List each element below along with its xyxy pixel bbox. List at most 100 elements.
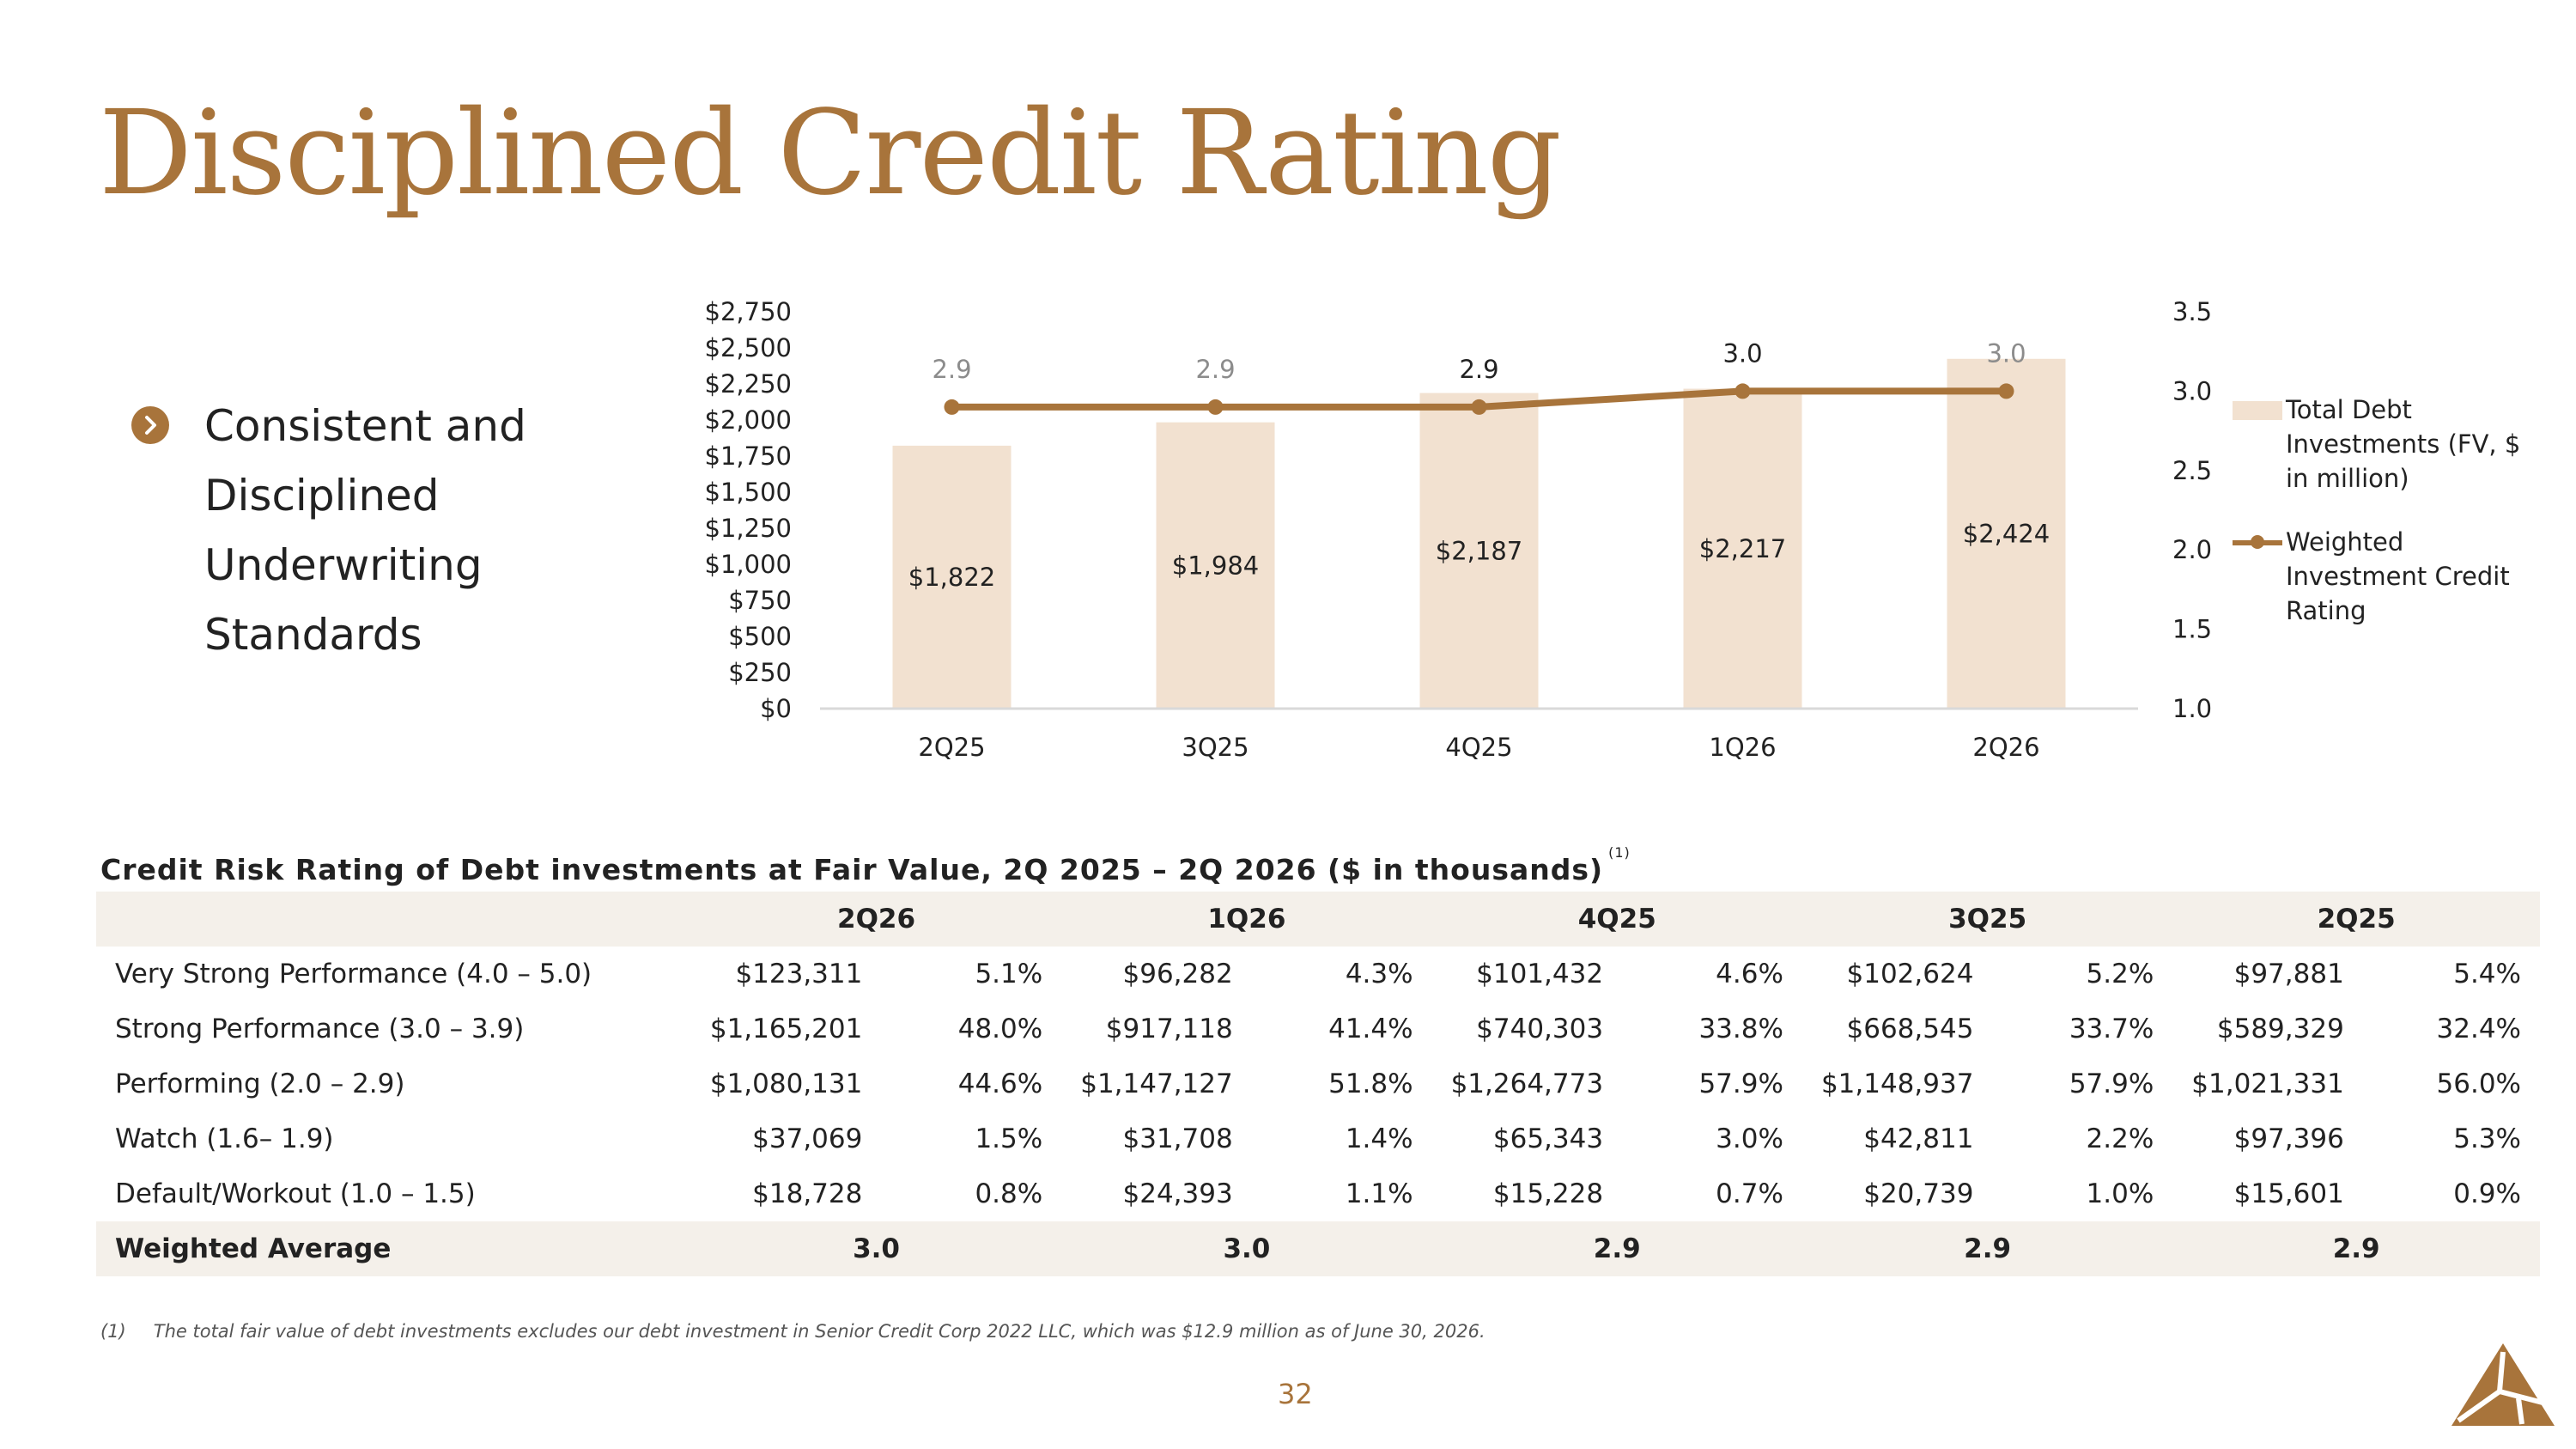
amount-cell: $917,118 <box>1105 1014 1233 1044</box>
footnote-number: (1) <box>100 1321 126 1342</box>
table-row: Very Strong Performance (4.0 – 5.0) $123,… <box>96 947 2540 1002</box>
chart-legend: Total Debt Investments (FV, $ in million… <box>2233 393 2542 657</box>
amount-cell: $1,021,331 <box>2191 1068 2344 1099</box>
amount-cell: $42,811 <box>1863 1123 1974 1154</box>
amount-cell: $1,148,937 <box>1820 1068 1974 1099</box>
percent-cell: 4.3% <box>1345 959 1413 989</box>
percent-cell: 32.4% <box>2436 1014 2521 1044</box>
bullet-line: Standards <box>204 610 422 660</box>
legend-item-weighted-rating: Weighted Investment Credit Rating <box>2233 525 2542 628</box>
x-tick-label: 1Q26 <box>1709 733 1776 762</box>
column-header: 4Q25 <box>1577 904 1656 935</box>
amount-cell: $15,601 <box>2233 1178 2344 1209</box>
y-right-tick-label: 1.5 <box>2172 615 2212 644</box>
table-title-text: Credit Risk Rating of Debt investments a… <box>100 853 1604 886</box>
table-title: Credit Risk Rating of Debt investments a… <box>100 844 1631 886</box>
percent-cell: 48.0% <box>957 1014 1043 1044</box>
bullet-line: Disciplined <box>204 471 440 521</box>
amount-cell: $96,282 <box>1122 959 1233 989</box>
percent-cell: 1.0% <box>2086 1178 2154 1209</box>
x-tick-label: 4Q25 <box>1445 733 1512 762</box>
percent-cell: 56.0% <box>2436 1068 2521 1099</box>
percent-cell: 1.1% <box>1345 1178 1413 1209</box>
bar-data-label: $2,187 <box>1436 536 1522 565</box>
amount-cell: $18,728 <box>752 1178 863 1209</box>
row-label: Very Strong Performance (4.0 – 5.0) <box>115 959 592 989</box>
amount-cell: $1,165,201 <box>709 1014 863 1044</box>
bullet-line: Underwriting <box>204 540 483 590</box>
amount-cell: $101,432 <box>1476 959 1604 989</box>
percent-cell: 3.0% <box>1716 1123 1783 1154</box>
percent-cell: 5.1% <box>975 959 1043 989</box>
combo-chart: $0 $250 $500 $750 $1,000 $1,250 $1,500 $1,750 $2… <box>705 297 2213 762</box>
percent-cell: 41.4% <box>1328 1014 1413 1044</box>
x-tick-label: 3Q25 <box>1182 733 1249 762</box>
percent-cell: 33.8% <box>1698 1014 1783 1044</box>
column-header: 1Q26 <box>1207 904 1286 935</box>
y-left-tick-label: $2,500 <box>705 333 792 362</box>
amount-cell: $1,264,773 <box>1450 1068 1604 1099</box>
amount-cell: $102,624 <box>1846 959 1974 989</box>
legend-label: Weighted Investment Credit Rating <box>2286 527 2510 625</box>
bullet-text: Consistent and Disciplined Underwriting … <box>204 392 574 670</box>
percent-cell: 51.8% <box>1328 1068 1413 1099</box>
rating-point <box>1998 383 2014 399</box>
amount-cell: $740,303 <box>1476 1014 1604 1044</box>
rating-point <box>944 399 960 415</box>
rating-point <box>1207 399 1224 415</box>
amount-cell: $97,881 <box>2233 959 2344 989</box>
percent-cell: 1.5% <box>975 1123 1043 1154</box>
table-row: Strong Performance (3.0 – 3.9) $1,165,201… <box>96 1002 2540 1056</box>
x-tick-label: 2Q26 <box>1972 733 2039 762</box>
footnote: (1) The total fair value of debt investme… <box>100 1321 1485 1342</box>
rating-data-label: 3.0 <box>1986 338 2026 368</box>
weighted-average-cell: 3.0 <box>1223 1233 1271 1264</box>
y-right-tick-label: 3.0 <box>2172 376 2212 405</box>
rating-point <box>1471 399 1487 415</box>
rating-data-label: 2.9 <box>1459 355 1498 384</box>
x-tick-label: 2Q25 <box>918 733 985 762</box>
legend-swatch-line <box>2233 535 2282 549</box>
legend-label: Total Debt Investments (FV, $ in million… <box>2286 395 2521 493</box>
y-right-tick-label: 2.5 <box>2172 456 2212 485</box>
row-label: Strong Performance (3.0 – 3.9) <box>115 1014 525 1044</box>
legend-item-total-debt: Total Debt Investments (FV, $ in million… <box>2233 393 2542 496</box>
weighted-average-cell: 2.9 <box>1964 1233 2012 1264</box>
amount-cell: $1,147,127 <box>1080 1068 1233 1099</box>
bar-2q26 <box>1947 358 2066 709</box>
y-left-tick-label: $750 <box>728 586 792 615</box>
percent-cell: 0.7% <box>1716 1178 1783 1209</box>
footnote-text: The total fair value of debt investments… <box>153 1321 1485 1342</box>
chevron-right-icon <box>131 406 169 444</box>
amount-cell: $123,311 <box>735 959 863 989</box>
y-left-tick-label: $1,000 <box>705 550 792 579</box>
bar-4q25 <box>1419 393 1539 709</box>
amount-cell: $668,545 <box>1846 1014 1974 1044</box>
bar-1q26 <box>1683 388 1802 709</box>
table-row: Default/Workout (1.0 – 1.5) $18,728 0.8% $2… <box>96 1166 2540 1221</box>
y-left-tick-label: $1,250 <box>705 514 792 543</box>
amount-cell: $1,080,131 <box>709 1068 863 1099</box>
amount-cell: $65,343 <box>1492 1123 1604 1154</box>
page-title: Disciplined Credit Rating <box>99 86 1562 222</box>
y-right-tick-label: 3.5 <box>2172 297 2212 326</box>
column-header: 2Q26 <box>837 904 916 935</box>
bar-data-label: $2,217 <box>1699 534 1786 563</box>
percent-cell: 4.6% <box>1716 959 1783 989</box>
percent-cell: 5.2% <box>2086 959 2154 989</box>
y-left-tick-label: $0 <box>760 694 792 723</box>
percent-cell: 5.3% <box>2453 1123 2521 1154</box>
percent-cell: 2.2% <box>2086 1123 2154 1154</box>
y-right-tick-label: 1.0 <box>2172 694 2212 723</box>
table-row: Performing (2.0 – 2.9) $1,080,131 44.6% $1,… <box>96 1056 2540 1111</box>
y-left-tick-label: $2,000 <box>705 405 792 435</box>
y-left-tick-label: $1,500 <box>705 478 792 507</box>
y-left-tick-label: $2,250 <box>705 369 792 399</box>
weighted-average-row: Weighted Average 3.0 3.0 2.9 2.9 2.9 <box>96 1221 2540 1276</box>
percent-cell: 0.9% <box>2453 1178 2521 1209</box>
bar-data-label: $1,822 <box>908 563 995 592</box>
amount-cell: $31,708 <box>1122 1123 1233 1154</box>
percent-cell: 0.8% <box>975 1178 1043 1209</box>
table-row: Watch (1.6– 1.9) $37,069 1.5% $31,708 1.4% $6… <box>96 1111 2540 1166</box>
y-left-tick-label: $500 <box>728 622 792 651</box>
